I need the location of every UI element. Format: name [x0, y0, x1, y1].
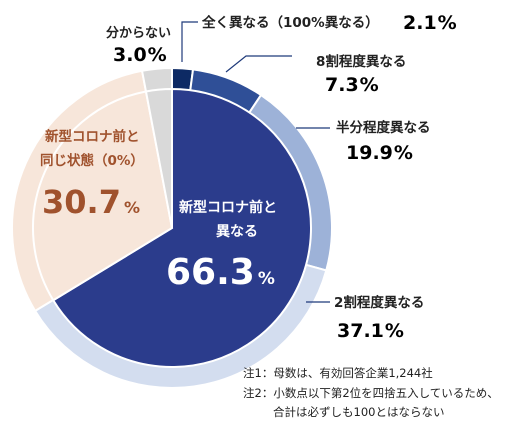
label-kotonaru-value: 66.3%: [166, 252, 275, 293]
leader-zen: [181, 21, 198, 62]
note-1: 注1：母数は、有効回答企業1,244社: [243, 366, 433, 380]
label-kotonaru: 新型コロナ前と 異なる 66.3%: [166, 199, 277, 293]
label-kotonaru-line2: 異なる: [216, 224, 258, 240]
label-onaji-value: 30.7%: [42, 183, 140, 221]
label-onaji: 新型コロナ前と 同じ状態（0%） 30.7%: [40, 128, 144, 221]
inner-slice-1: [32, 90, 174, 302]
label-onaji-line1: 新型コロナ前と: [45, 128, 140, 145]
label-hachi-value: 7.3%: [325, 74, 379, 96]
label-zen-value: 2.1%: [403, 12, 457, 34]
label-hachi-text: 8割程度異なる: [316, 53, 406, 70]
label-hanbun-text: 半分程度異なる: [336, 119, 431, 136]
inner-slice-0: [51, 87, 312, 368]
note-3: 合計は必ずしも100とはならない: [273, 405, 444, 419]
inner-slice-2: [144, 87, 173, 229]
label-wakaranai-text: 分からない: [106, 25, 171, 41]
leader-lines: [181, 21, 330, 303]
note-2: 注2：小数点以下第2位を四捨五入しているため、: [243, 386, 499, 400]
label-onaji-line2: 同じ状態（0%）: [40, 152, 144, 169]
label-hanbun-value: 19.9%: [346, 142, 413, 164]
label-niwari-text: 2割程度異なる: [334, 294, 424, 311]
label-wakaranai-value: 3.0%: [113, 44, 167, 66]
leader-hachi: [225, 55, 292, 73]
label-kotonaru-line1: 新型コロナ前と: [179, 199, 277, 216]
label-zen-text: 全く異なる（100%異なる）: [201, 14, 379, 31]
label-niwari-value: 37.1%: [337, 320, 404, 342]
inner-pie: [32, 87, 312, 368]
